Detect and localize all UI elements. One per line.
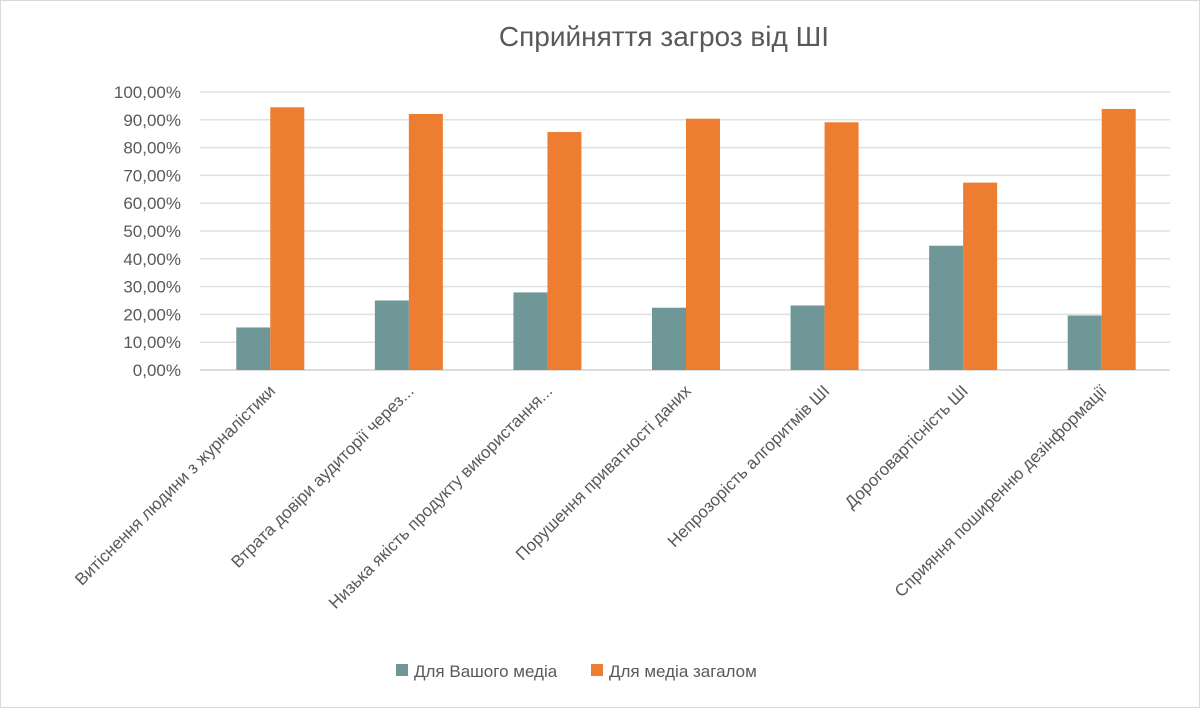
x-tick-label: Непрозорість алгоритмів ШІ [664, 381, 834, 551]
y-tick-label: 0,00% [133, 361, 181, 380]
chart-title: Сприйняття загроз від ШІ [499, 21, 829, 52]
bar-media-overall [824, 122, 859, 370]
y-tick-label: 100,00% [114, 83, 181, 102]
legend-swatch [396, 664, 408, 676]
y-tick-label: 80,00% [123, 139, 181, 158]
bar-your-media [652, 307, 686, 370]
bar-your-media [1067, 315, 1102, 370]
legend-label: Для Вашого медіа [414, 662, 558, 681]
bar-media-overall [408, 113, 443, 370]
legend-label: Для медіа загалом [609, 662, 757, 681]
x-tick-label: Сприяння поширенню дезінформації [891, 381, 1111, 601]
bar-media-overall [963, 182, 998, 370]
y-tick-label: 20,00% [123, 305, 181, 324]
bar-media-overall [547, 132, 582, 370]
bar-media-overall [270, 107, 305, 370]
y-tick-label: 90,00% [123, 111, 181, 130]
x-tick-label: Низька якість продукту використання... [325, 381, 556, 612]
y-tick-label: 30,00% [123, 278, 181, 297]
bar-media-overall [686, 118, 720, 370]
x-tick-label: Дороговартісність ШІ [841, 381, 972, 512]
y-tick-label: 10,00% [123, 333, 181, 352]
y-tick-label: 60,00% [123, 194, 181, 213]
bar-media-overall [1101, 108, 1136, 370]
y-tick-label: 70,00% [123, 166, 181, 185]
y-tick-label: 40,00% [123, 250, 181, 269]
bar-your-media [929, 245, 964, 370]
bar-your-media [236, 327, 271, 370]
bar-your-media [374, 300, 409, 370]
bar-your-media [513, 292, 548, 370]
legend-swatch [591, 664, 603, 676]
bar-your-media [790, 305, 825, 370]
y-tick-label: 50,00% [123, 222, 181, 241]
